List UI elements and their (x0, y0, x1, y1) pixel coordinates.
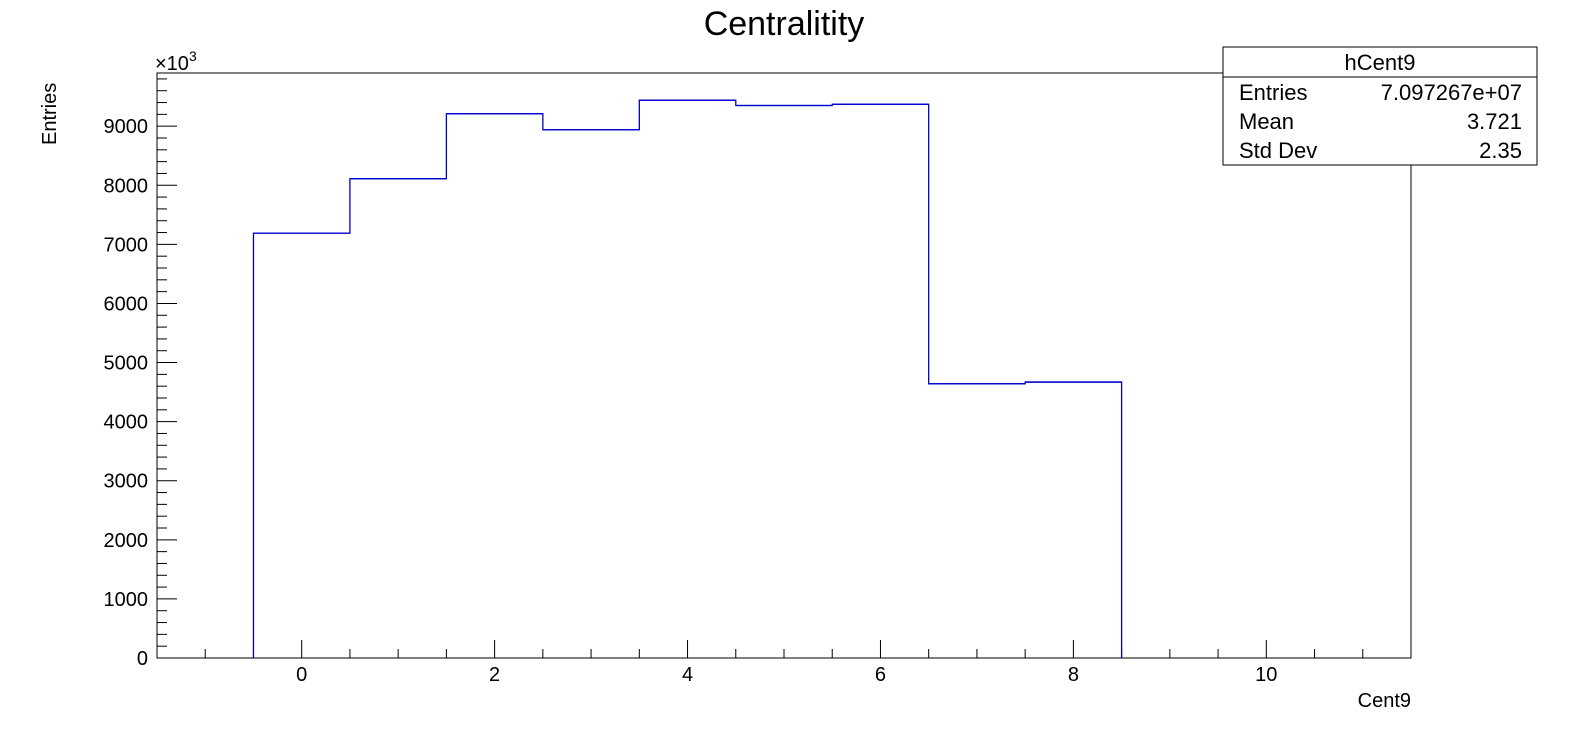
x-tick-label: 2 (489, 664, 500, 686)
x-tick-label: 0 (296, 664, 307, 686)
y-tick-label: 5000 (104, 353, 149, 375)
histogram-outline (252, 99, 1123, 658)
stats-box: hCent9 Entries 7.097267e+07 Mean 3.721 S… (1222, 46, 1538, 166)
y-tick-label: 2000 (104, 530, 149, 552)
x-tick-label: 8 (1068, 664, 1079, 686)
y-axis-title: Entries (39, 83, 61, 145)
x-tick-label: 4 (682, 664, 693, 686)
stats-mean-value: 3.721 (1467, 109, 1522, 134)
chart-title: Centralitity (704, 5, 865, 43)
stats-entries-label: Entries (1239, 80, 1307, 105)
x-tick-label: 6 (875, 664, 886, 686)
x-axis-title: Cent9 (1358, 690, 1411, 712)
y-tick-label: 3000 (104, 471, 149, 493)
x-axis: 0 2 4 6 8 10 (156, 640, 1412, 686)
x-tick-label: 10 (1255, 664, 1277, 686)
histogram-series (252, 99, 1123, 658)
stats-stddev-label: Std Dev (1239, 138, 1317, 163)
stats-entries-value: 7.097267e+07 (1381, 80, 1522, 105)
y-axis: 0 1000 2000 3000 4000 5000 6000 7000 8000 9000 (104, 78, 177, 670)
y-tick-label: 4000 (104, 412, 149, 434)
y-tick-label: 9000 (104, 116, 149, 138)
stats-box-frame (1222, 46, 1538, 166)
stats-box-title: hCent9 (1345, 50, 1416, 75)
stats-mean-label: Mean (1239, 109, 1294, 134)
y-tick-label: 6000 (104, 293, 149, 315)
y-tick-label: 7000 (104, 234, 149, 256)
y-tick-label: 8000 (104, 175, 149, 197)
y-tick-label: 0 (137, 648, 148, 670)
stats-stddev-value: 2.35 (1479, 138, 1522, 163)
y-exponent-label: ×103 (155, 48, 197, 75)
y-tick-label: 1000 (104, 589, 149, 611)
